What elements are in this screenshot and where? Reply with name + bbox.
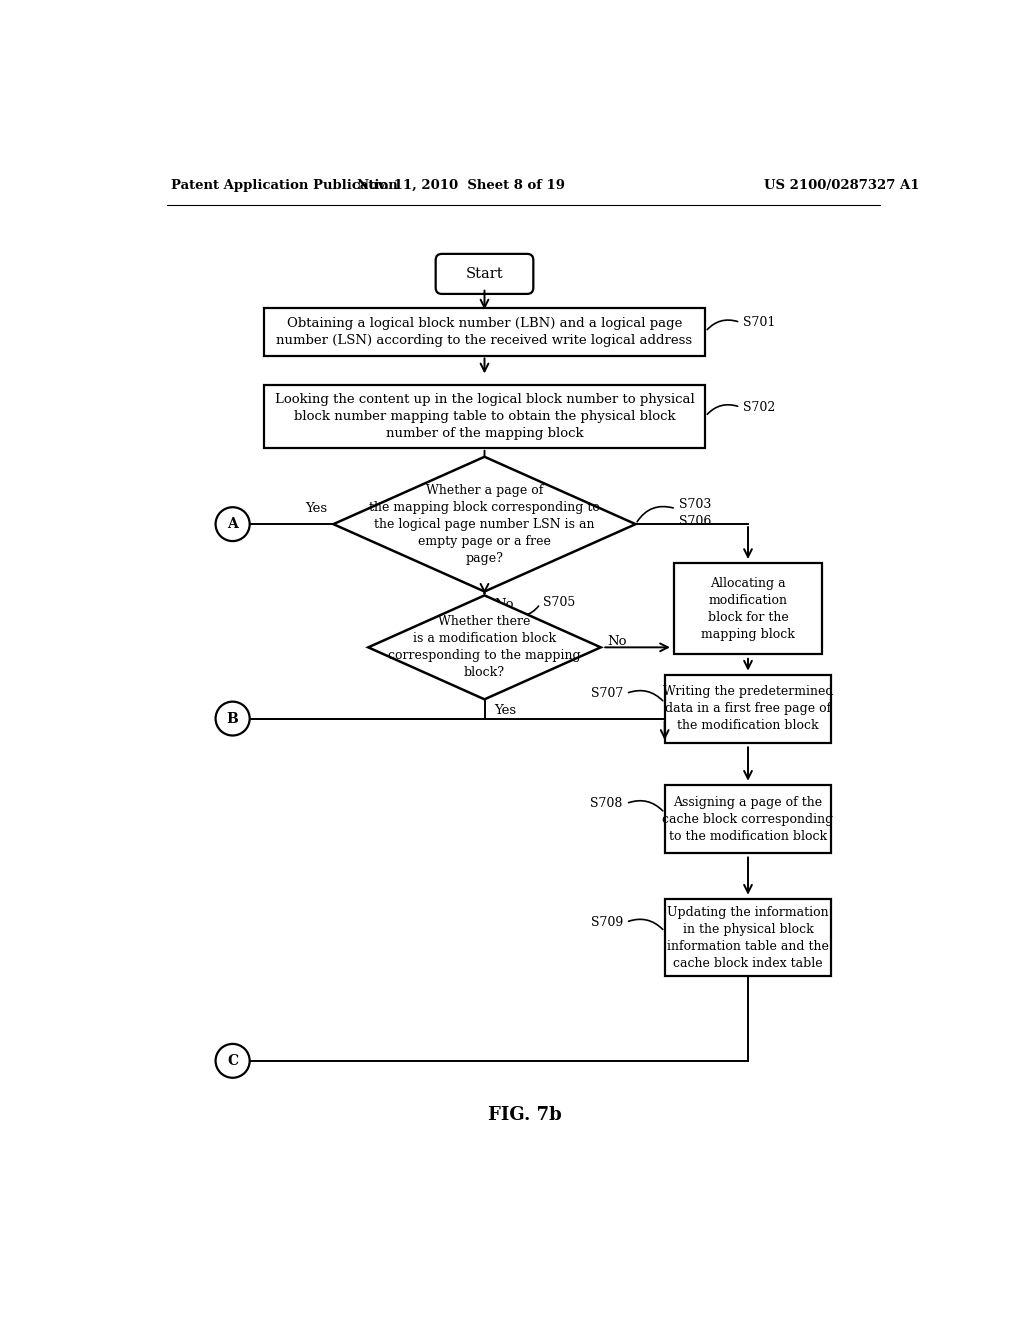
- Text: S706: S706: [679, 515, 712, 528]
- Text: S705: S705: [544, 595, 575, 609]
- Text: Start: Start: [466, 267, 504, 281]
- Text: Updating the information
in the physical block
information table and the
cache b: Updating the information in the physical…: [667, 906, 829, 970]
- Text: Assigning a page of the
cache block corresponding
to the modification block: Assigning a page of the cache block corr…: [663, 796, 834, 842]
- Bar: [263, 385, 706, 447]
- FancyBboxPatch shape: [435, 253, 534, 294]
- Circle shape: [216, 507, 250, 541]
- Text: A: A: [227, 517, 238, 531]
- Polygon shape: [369, 595, 601, 700]
- Text: No: No: [494, 598, 513, 611]
- Text: S708: S708: [591, 797, 623, 810]
- Text: S703: S703: [679, 499, 712, 511]
- Text: Writing the predetermined
data in a first free page of
the modification block: Writing the predetermined data in a firs…: [663, 685, 834, 733]
- Text: Nov. 11, 2010  Sheet 8 of 19: Nov. 11, 2010 Sheet 8 of 19: [357, 178, 565, 191]
- Text: B: B: [226, 711, 239, 726]
- Text: S707: S707: [591, 686, 623, 700]
- Bar: [263, 308, 706, 355]
- Text: S702: S702: [743, 400, 775, 413]
- Bar: [665, 899, 831, 977]
- Text: Yes: Yes: [494, 704, 516, 717]
- Text: Yes: Yes: [305, 502, 328, 515]
- Text: Whether there
is a modification block
corresponding to the mapping
block?: Whether there is a modification block co…: [388, 615, 581, 680]
- Circle shape: [216, 702, 250, 735]
- Text: Whether a page of
the mapping block corresponding to
the logical page number LSN: Whether a page of the mapping block corr…: [369, 483, 600, 565]
- Text: S701: S701: [743, 315, 776, 329]
- Circle shape: [216, 1044, 250, 1077]
- Text: US 2100/0287327 A1: US 2100/0287327 A1: [764, 178, 919, 191]
- Text: Looking the content up in the logical block number to physical
block number mapp: Looking the content up in the logical bl…: [274, 393, 694, 440]
- Text: C: C: [227, 1053, 239, 1068]
- Bar: [665, 785, 831, 853]
- Text: FIG. 7b: FIG. 7b: [487, 1106, 562, 1123]
- Bar: [675, 564, 821, 655]
- Bar: [665, 675, 831, 743]
- Text: No: No: [607, 635, 627, 648]
- Text: S709: S709: [591, 916, 623, 929]
- Text: Allocating a
modification
block for the
mapping block: Allocating a modification block for the …: [701, 577, 795, 640]
- Polygon shape: [334, 457, 636, 591]
- Text: Patent Application Publication: Patent Application Publication: [171, 178, 397, 191]
- Text: Obtaining a logical block number (LBN) and a logical page
number (LSN) according: Obtaining a logical block number (LBN) a…: [276, 317, 692, 347]
